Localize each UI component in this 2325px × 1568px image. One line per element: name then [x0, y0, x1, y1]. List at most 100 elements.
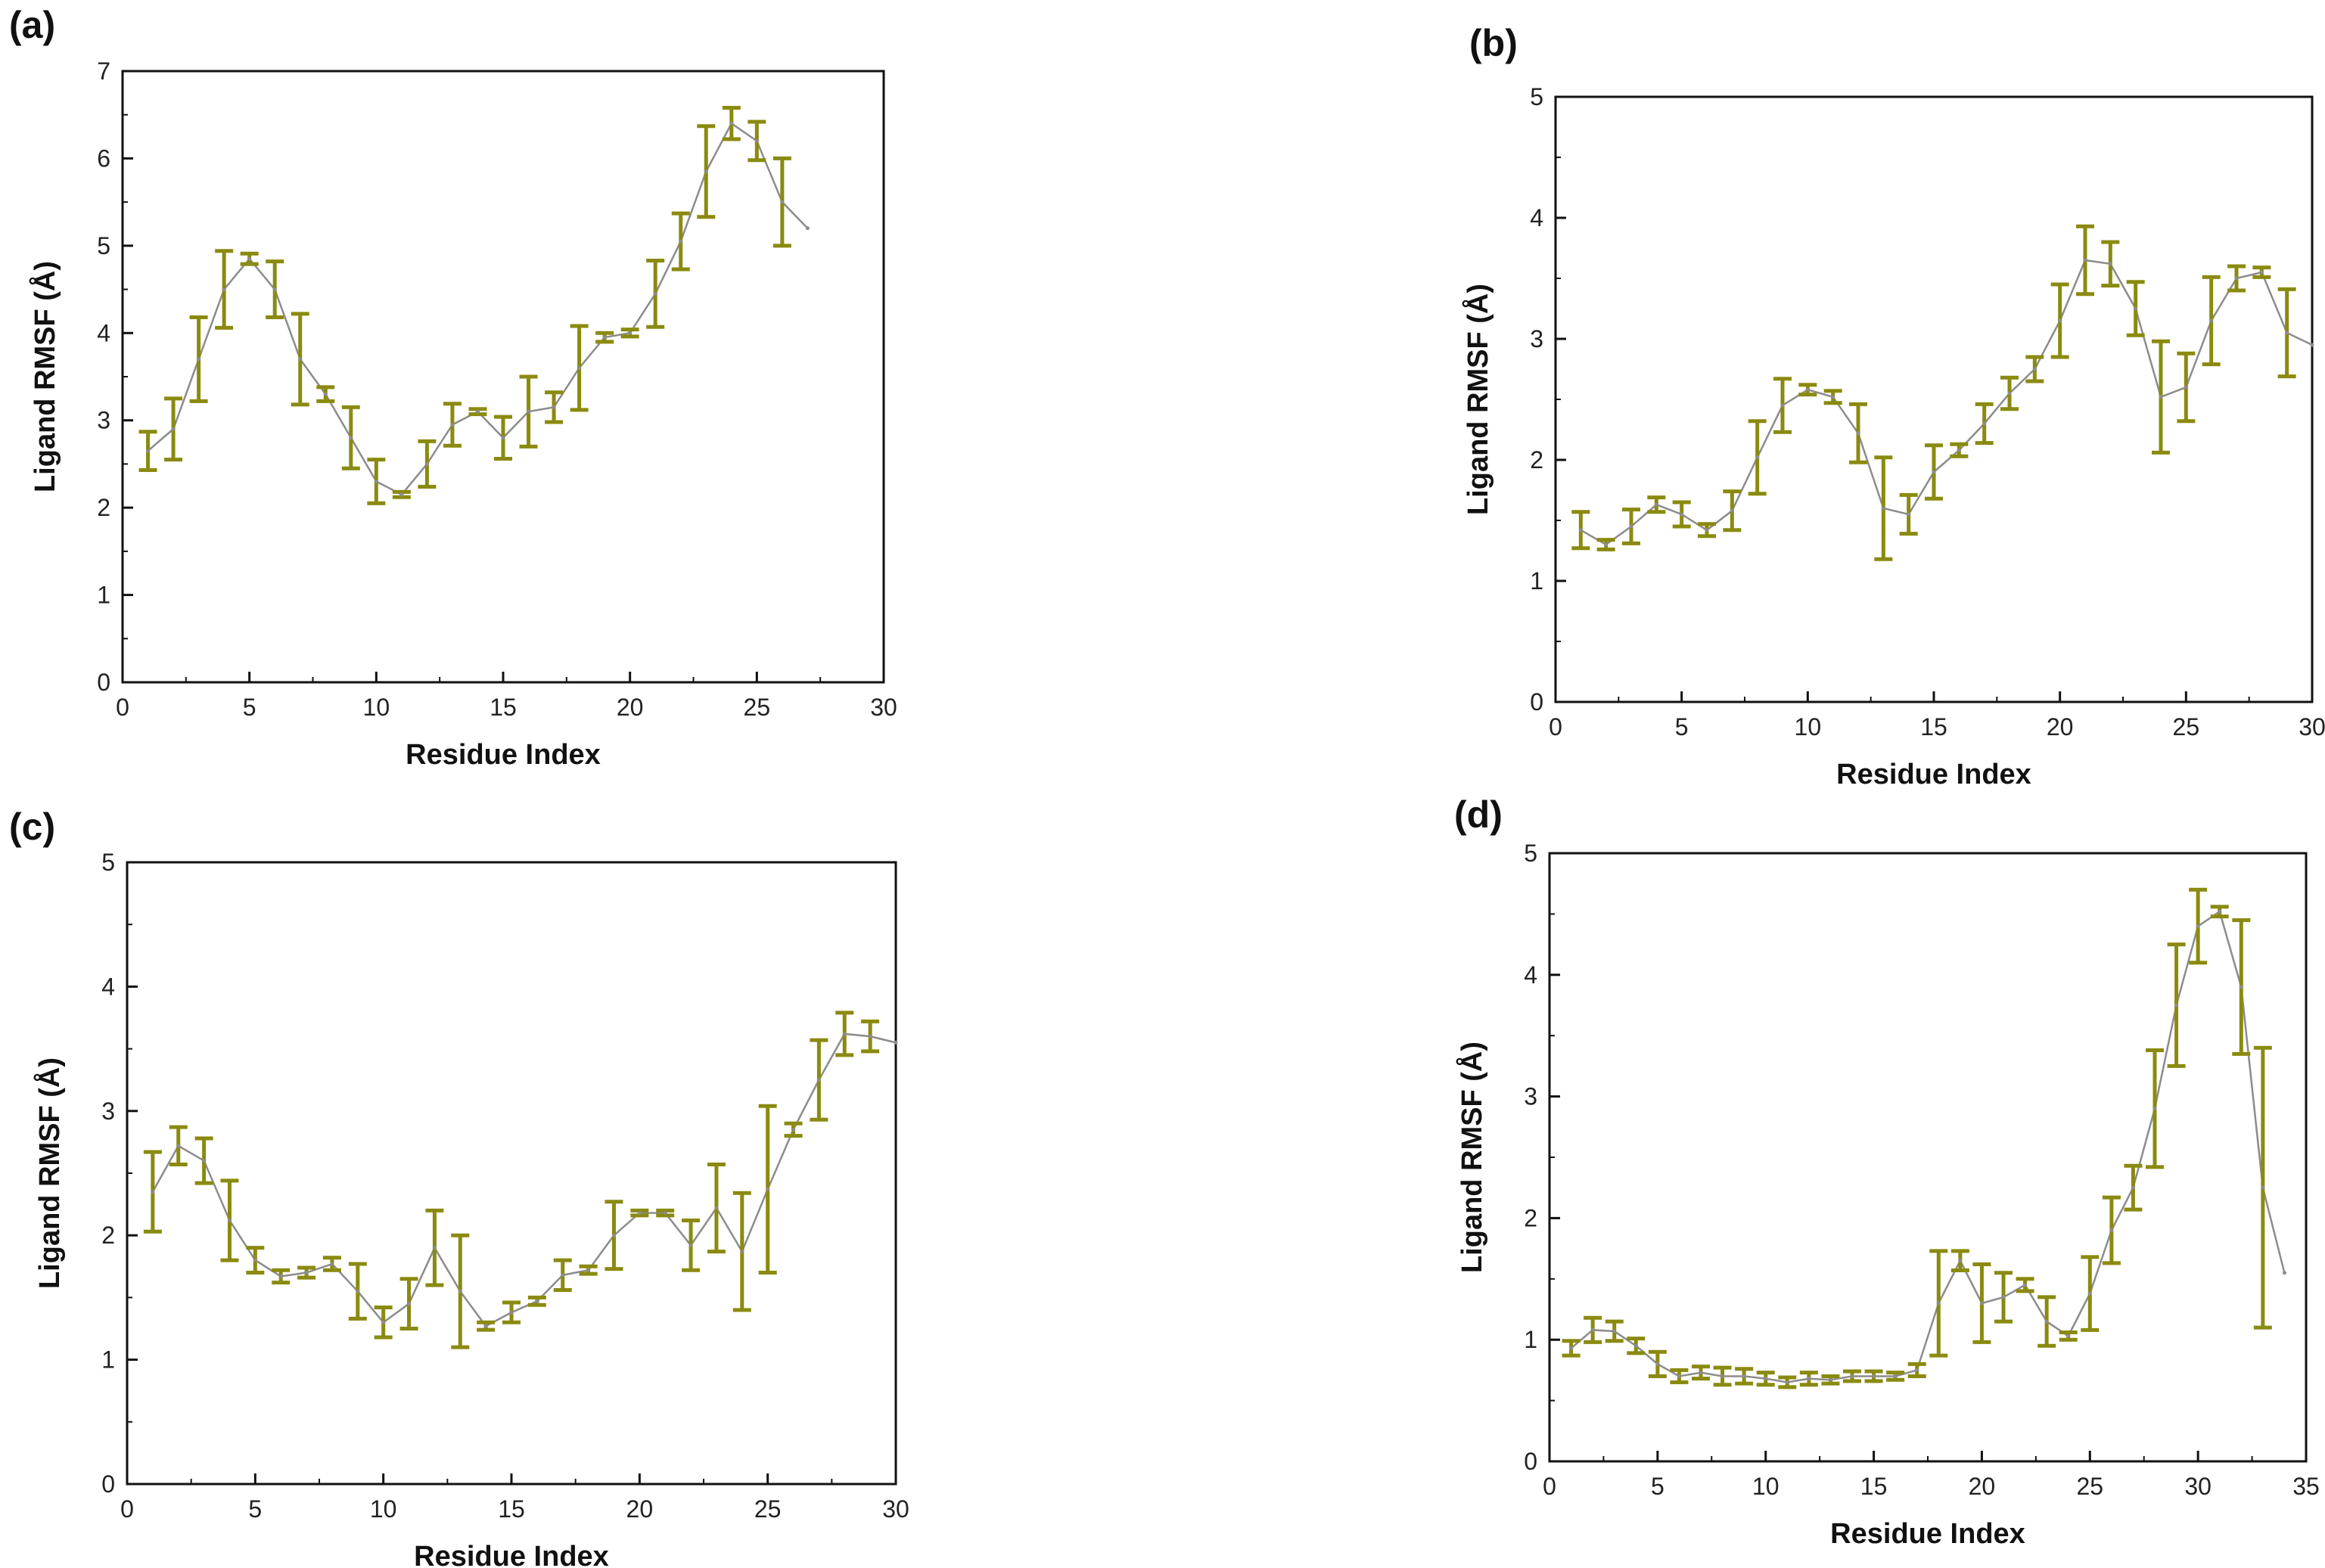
y-tick-label: 2: [101, 1222, 115, 1249]
data-point: [2108, 262, 2112, 266]
data-point: [2109, 1228, 2114, 1232]
x-tick-label: 0: [1549, 713, 1562, 741]
data-point: [586, 1268, 591, 1272]
data-point: [527, 409, 531, 414]
x-tick-label: 10: [363, 694, 390, 721]
data-point: [1677, 1374, 1681, 1378]
x-tick-label: 30: [2184, 1473, 2212, 1500]
data-point: [222, 287, 226, 292]
x-tick-label: 5: [248, 1495, 262, 1523]
data-point: [2159, 395, 2163, 399]
x-tick-label: 30: [870, 694, 897, 721]
x-tick-label: 25: [754, 1495, 782, 1523]
data-point: [780, 200, 785, 204]
data-point: [1828, 1377, 1832, 1382]
data-point: [628, 331, 633, 335]
y-tick-label: 1: [1524, 1326, 1537, 1353]
y-axis-title: Ligand RMSF (Å): [28, 261, 61, 492]
y-tick-label: 3: [1524, 1083, 1537, 1110]
data-point: [171, 427, 176, 431]
data-point: [2058, 318, 2062, 323]
data-point: [868, 1034, 872, 1039]
data-point: [298, 357, 303, 362]
data-point: [407, 1302, 412, 1306]
data-point: [816, 1078, 821, 1082]
data-point: [663, 1211, 667, 1216]
x-axis-title: Residue Index: [406, 739, 601, 771]
data-point: [1612, 1329, 1617, 1334]
chart-panel-d: (d) 0 5 10 15 20 25 30 35 0 1 2 3 4 5 Residue Index Lig…: [1422, 779, 2325, 1568]
data-point: [2152, 1107, 2157, 1111]
x-axis-title: Residue Index: [1830, 1518, 2025, 1550]
data-point: [323, 392, 328, 396]
data-point: [894, 1040, 898, 1045]
series-line: [1570, 910, 2286, 1383]
data-point: [1720, 1374, 1725, 1378]
x-tick-label: 25: [744, 694, 771, 721]
data-point: [1936, 1301, 1941, 1306]
x-tick-label: 5: [1675, 713, 1689, 741]
data-point: [2285, 331, 2289, 335]
chart-d-plot: 0 5 10 15 20 25 30 35 0 1 2 3 4 5 Residue Index Ligand …: [1455, 840, 2320, 1550]
y-tick-label: 0: [1530, 688, 1543, 716]
data-point: [2310, 343, 2314, 347]
data-point: [450, 422, 455, 427]
data-point: [2001, 1295, 2006, 1299]
data-point: [2083, 258, 2087, 262]
x-tick-label: 0: [116, 694, 129, 721]
data-point: [399, 492, 404, 497]
data-point: [2282, 1271, 2286, 1275]
x-tick-label: 15: [1920, 713, 1947, 741]
data-point: [1629, 524, 1633, 529]
y-tick-label: 7: [97, 57, 110, 85]
data-point: [2234, 276, 2239, 281]
data-point: [278, 1274, 283, 1278]
data-point: [535, 1299, 539, 1303]
x-tick-label: 15: [490, 694, 517, 721]
data-point: [1705, 528, 1709, 532]
x-tick-label: 10: [1752, 1473, 1779, 1500]
data-point: [146, 449, 151, 453]
data-point: [1881, 506, 1885, 511]
chart-c-plot: 0 5 10 15 20 25 30 0 1 2 3 4 5 Residue Index Ligand RM…: [33, 849, 909, 1568]
data-point: [1893, 1374, 1898, 1378]
y-tick-label: 2: [97, 494, 110, 521]
y-tick-label: 0: [97, 669, 110, 696]
data-point: [509, 1310, 514, 1315]
y-tick-label: 2: [1530, 446, 1543, 474]
data-point: [2066, 1334, 2071, 1338]
data-point: [2196, 924, 2200, 928]
x-tick-label: 0: [1543, 1473, 1556, 1500]
data-point: [1958, 1259, 1963, 1263]
y-tick-label: 6: [97, 144, 110, 172]
y-tick-label: 5: [1530, 83, 1543, 110]
data-point: [704, 169, 708, 174]
data-point: [501, 436, 505, 440]
plot-frame: [1554, 95, 2314, 703]
data-point: [1699, 1371, 1703, 1375]
data-point: [729, 121, 734, 126]
data-point: [304, 1271, 309, 1275]
data-point: [1755, 455, 1760, 460]
series-line: [151, 1032, 897, 1327]
panel-label-d: (d): [1454, 793, 1503, 836]
data-point: [2184, 385, 2188, 390]
data-point: [227, 1218, 232, 1222]
data-point: [483, 1324, 488, 1328]
data-point: [2218, 909, 2222, 914]
data-point: [349, 436, 353, 440]
data-point: [1932, 470, 1936, 474]
data-point: [679, 239, 683, 244]
x-tick-label: 20: [1969, 1473, 1996, 1500]
y-tick-label: 3: [1530, 325, 1543, 352]
y-axis-title: Ligand RMSF (Å): [1461, 284, 1494, 515]
data-point: [151, 1190, 155, 1194]
x-tick-label: 35: [2292, 1473, 2320, 1500]
data-point: [2044, 1319, 2049, 1324]
data-point: [2209, 318, 2214, 323]
x-tick-label: 10: [1795, 713, 1822, 741]
chart-b-plot: 0 5 10 15 20 25 30 0 1 2 3 4 5 Residue Index Ligand RM…: [1461, 83, 2325, 790]
data-point: [561, 1273, 565, 1278]
data-point: [805, 226, 810, 231]
data-point: [272, 287, 277, 292]
